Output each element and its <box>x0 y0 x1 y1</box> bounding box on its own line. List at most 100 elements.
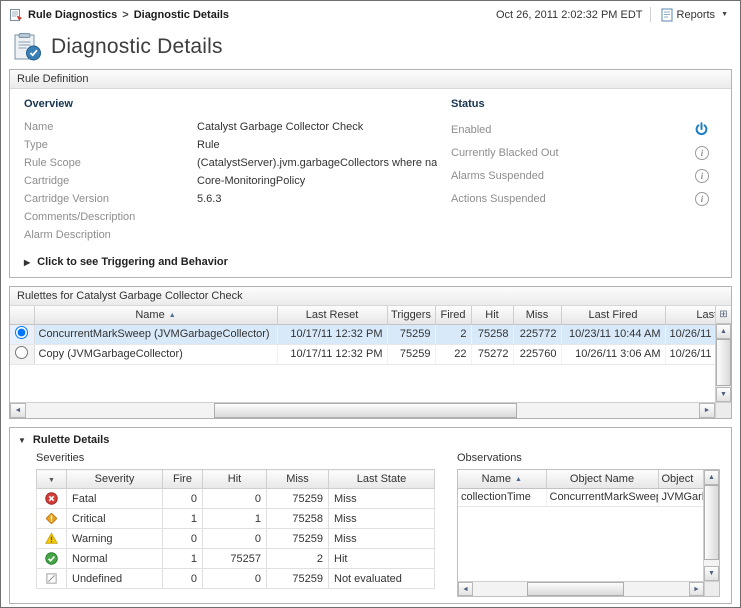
scrollbar-track[interactable] <box>26 403 699 418</box>
scrollbar-thumb[interactable] <box>214 403 518 418</box>
scrollbar-track[interactable] <box>473 582 689 596</box>
column-header-last-state[interactable]: Last State <box>328 469 435 489</box>
severity-row-warning[interactable]: Warning 0 0 75259 Miss <box>36 528 435 549</box>
severity-icon-cell <box>36 488 67 509</box>
divider <box>649 7 651 22</box>
field-value: (CatalystServer).jvm.garbageCollectors w… <box>197 157 438 169</box>
rulettes-horizontal-scrollbar[interactable]: ◄ ► <box>10 402 731 418</box>
reports-button[interactable]: Reports ▼ <box>658 6 731 24</box>
severity-filter-header[interactable]: ▼ <box>36 469 67 489</box>
scroll-left-button[interactable]: ◄ <box>10 403 26 418</box>
sort-asc-icon: ▲ <box>168 311 176 319</box>
field-row-alarm-description: Alarm Description <box>17 226 447 244</box>
triggering-behavior-expander[interactable]: ▶ Click to see Triggering and Behavior <box>10 244 731 277</box>
observations-title: Observations <box>457 452 522 464</box>
scroll-left-button[interactable]: ◄ <box>458 582 473 596</box>
column-header-triggers[interactable]: Triggers <box>387 306 436 325</box>
observations-horizontal-scrollbar[interactable]: ◄ ► <box>458 581 719 596</box>
scrollbar-thumb[interactable] <box>716 339 731 386</box>
field-row-name: Name Catalyst Garbage Collector Check <box>17 118 447 136</box>
column-header-last-fired[interactable]: Last Fired <box>561 306 666 325</box>
breadcrumb-separator-icon: > <box>122 8 129 21</box>
cell-last-state: Hit <box>328 548 435 569</box>
rulettes-header-row: Name ▲ Last Reset Triggers Fired Hit Miss… <box>10 306 715 325</box>
title-row: Diagnostic Details <box>1 28 740 69</box>
cell-name: Copy (JVMGarbageCollector) <box>34 344 278 365</box>
rulette-radio[interactable] <box>15 326 29 339</box>
scrollbar-track[interactable] <box>716 339 731 387</box>
observations-vertical-scrollbar[interactable]: ▲ ▼ <box>703 470 719 581</box>
cell-hit: 0 <box>202 528 267 549</box>
power-icon <box>694 122 709 137</box>
cell-hit: 0 <box>202 488 267 509</box>
rulette-row-concurrentmarksweep[interactable]: ConcurrentMarkSweep (JVMGarbageCollector… <box>10 324 715 345</box>
breadcrumb-rule-diagnostics[interactable]: Rule Diagnostics <box>28 8 118 21</box>
column-header-object[interactable]: Object <box>658 470 703 489</box>
page-title: Diagnostic Details <box>51 35 223 58</box>
column-header-severity[interactable]: Severity <box>66 469 163 489</box>
cell-miss: 225760 <box>513 344 562 365</box>
column-chooser-button[interactable]: ⊞ <box>716 306 731 324</box>
cell-triggers: 75259 <box>387 324 436 345</box>
cell-severity: Undefined <box>66 568 163 589</box>
severity-row-fatal[interactable]: Fatal 0 0 75259 Miss <box>36 488 435 509</box>
severities-table: ▼ Severity Fire Hit Miss Last State <box>36 469 435 589</box>
status-label: Actions Suspended <box>451 192 546 205</box>
cell-fire: 0 <box>162 568 203 589</box>
rule-definition-panel: Rule Definition Overview Name Catalyst G… <box>9 69 732 278</box>
severity-icon-cell <box>36 528 67 549</box>
field-value: 5.6.3 <box>197 193 222 205</box>
rulettes-table: Name ▲ Last Reset Triggers Fired Hit Miss… <box>10 306 715 365</box>
column-header-name-label: Name <box>481 472 511 485</box>
scroll-up-button[interactable]: ▲ <box>716 324 731 339</box>
field-row-rule-scope: Rule Scope (CatalystServer).jvm.garbageC… <box>17 154 447 172</box>
severity-row-normal[interactable]: Normal 1 75257 2 Hit <box>36 548 435 569</box>
scroll-right-button[interactable]: ► <box>699 403 715 418</box>
column-header-last-reset[interactable]: Last Reset <box>277 306 388 325</box>
overview-section: Overview Name Catalyst Garbage Collector… <box>17 96 447 244</box>
cell-hit: 0 <box>202 568 267 589</box>
rulette-row-copy[interactable]: Copy (JVMGarbageCollector) 10/17/11 12:3… <box>10 344 715 365</box>
severity-row-critical[interactable]: Critical 1 1 75258 Miss <box>36 508 435 529</box>
scrollbar-thumb[interactable] <box>527 582 625 596</box>
scroll-down-button[interactable]: ▼ <box>716 387 731 402</box>
rulette-radio[interactable] <box>15 346 29 359</box>
rulette-details-title: Rulette Details <box>32 434 110 446</box>
rulettes-panel-header: Rulettes for Catalyst Garbage Collector … <box>10 287 731 306</box>
cell-miss: 75259 <box>266 488 329 509</box>
column-header-hit[interactable]: Hit <box>471 306 514 325</box>
cell-fire: 1 <box>162 508 203 529</box>
scroll-down-button[interactable]: ▼ <box>704 566 719 581</box>
scroll-right-button[interactable]: ► <box>689 582 704 596</box>
column-header-last-hit[interactable]: Last Hit <box>665 306 715 325</box>
column-header-hit[interactable]: Hit <box>202 469 267 489</box>
cell-severity: Normal <box>66 548 163 569</box>
column-header-fired[interactable]: Fired <box>435 306 472 325</box>
rule-diagnostics-icon <box>9 8 23 22</box>
column-header-name[interactable]: Name ▲ <box>458 470 547 489</box>
scrollbar-thumb[interactable] <box>704 485 719 560</box>
column-header-miss[interactable]: Miss <box>513 306 562 325</box>
info-icon: i <box>695 145 709 160</box>
severity-row-undefined[interactable]: Undefined 0 0 75259 Not evaluated <box>36 568 435 589</box>
column-header-object-name[interactable]: Object Name <box>546 470 659 489</box>
scrollbar-track[interactable] <box>704 485 719 566</box>
cell-fired: 22 <box>435 344 472 365</box>
cell-object-name: ConcurrentMarkSweep <box>546 488 659 507</box>
cell-severity: Warning <box>66 528 163 549</box>
scroll-up-button[interactable]: ▲ <box>704 470 719 485</box>
severity-icon-cell <box>36 508 67 529</box>
cell-miss: 75258 <box>266 508 329 529</box>
warning-icon <box>45 532 58 545</box>
column-header-miss[interactable]: Miss <box>266 469 329 489</box>
rulette-details-toggle[interactable]: ▼ Rulette Details <box>10 428 731 450</box>
rulettes-panel: Rulettes for Catalyst Garbage Collector … <box>9 286 732 419</box>
expander-arrow-icon: ▶ <box>24 257 31 267</box>
overview-title: Overview <box>24 98 73 110</box>
column-header-fire[interactable]: Fire <box>162 469 203 489</box>
report-icon <box>661 8 673 22</box>
observation-row-collectiontime[interactable]: collectionTime ConcurrentMarkSweep JVMGa… <box>458 488 703 507</box>
cell-fire: 1 <box>162 548 203 569</box>
column-header-name[interactable]: Name ▲ <box>34 306 278 325</box>
rulettes-vertical-scrollbar[interactable]: ▲ ▼ <box>716 324 731 402</box>
